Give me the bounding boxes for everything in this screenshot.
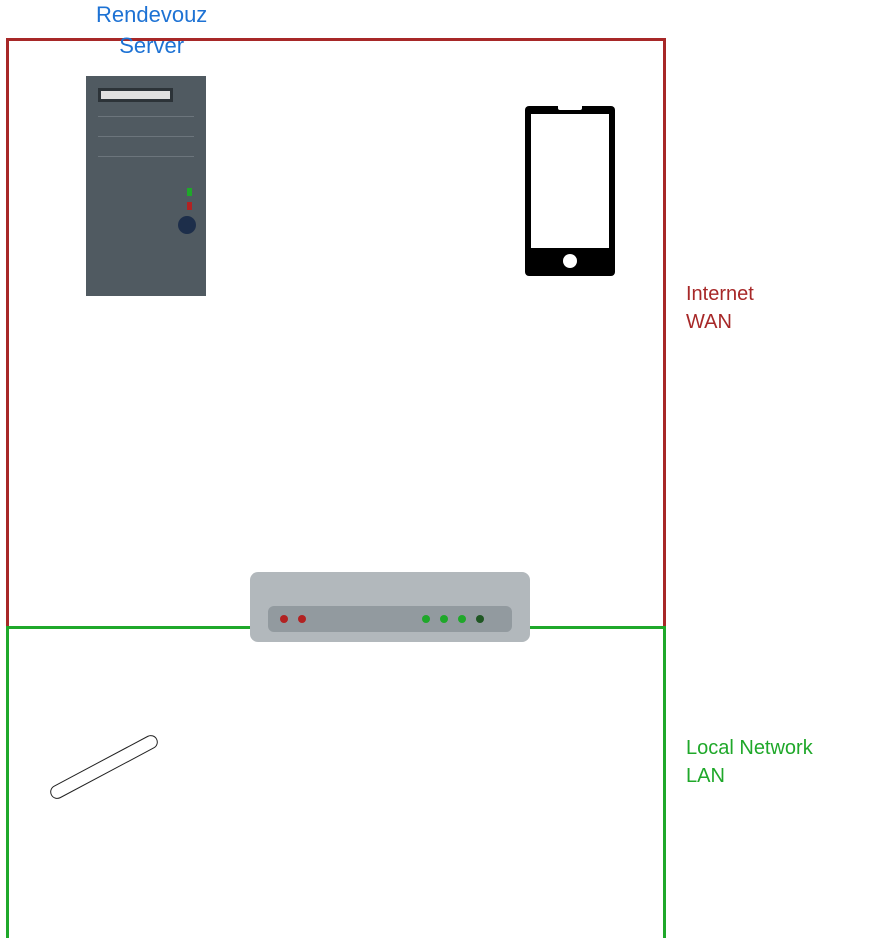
server-drive-bay	[98, 88, 173, 102]
lan-label: Local Network LAN	[686, 734, 813, 790]
phone-icon	[525, 106, 615, 276]
diagram-canvas: Internet WAN Local Network LAN Rendevouz…	[0, 0, 870, 941]
server-tower-icon	[86, 76, 206, 296]
switch-led-green-icon	[476, 615, 484, 623]
lan-region	[6, 626, 666, 938]
phone-home-button	[563, 254, 577, 268]
network-switch-icon	[250, 572, 530, 642]
server-power-button-icon	[178, 216, 196, 234]
server-led-red-icon	[187, 202, 192, 210]
switch-led-green-icon	[422, 615, 430, 623]
server-divider	[98, 136, 194, 137]
switch-led-green-icon	[458, 615, 466, 623]
server-divider	[98, 156, 194, 157]
server-divider	[98, 116, 194, 117]
server-led-green-icon	[187, 188, 192, 196]
switch-led-green-icon	[440, 615, 448, 623]
server-title: Rendevouz Server	[96, 0, 207, 62]
switch-port-strip	[268, 606, 512, 632]
switch-led-red-icon	[280, 615, 288, 623]
switch-led-red-icon	[298, 615, 306, 623]
phone-screen	[531, 114, 609, 248]
wan-label: Internet WAN	[686, 280, 754, 336]
phone-earpiece	[558, 104, 582, 110]
